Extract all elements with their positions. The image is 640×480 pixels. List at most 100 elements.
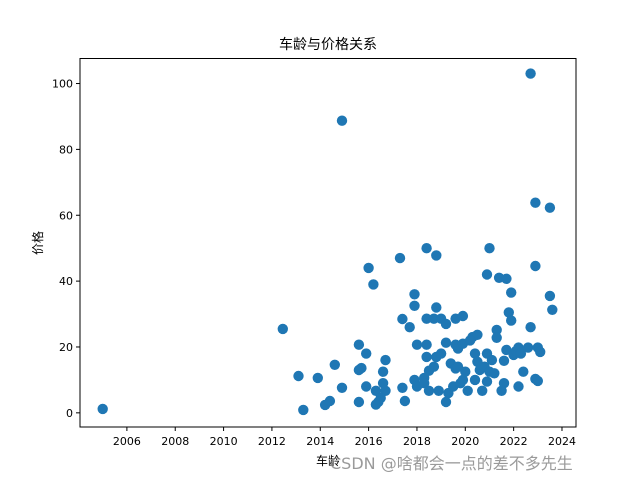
- data-point: [435, 348, 447, 359]
- data-point: [293, 370, 304, 382]
- data-point: [431, 302, 442, 313]
- x-tick-label: 2006: [113, 435, 141, 448]
- data-point: [530, 260, 541, 272]
- data-point: [404, 322, 415, 333]
- data-point: [457, 374, 469, 386]
- data-point: [399, 395, 411, 407]
- y-tick-label: 0: [66, 407, 73, 420]
- data-point: [361, 348, 372, 359]
- data-point: [525, 68, 536, 79]
- data-point: [428, 313, 440, 324]
- data-point: [353, 339, 365, 350]
- y-axis-label: 价格: [30, 231, 45, 255]
- data-point: [397, 382, 408, 393]
- data-point: [515, 348, 527, 359]
- data-point: [506, 287, 517, 298]
- data-point: [477, 385, 488, 396]
- x-axis-label: 车龄: [316, 453, 340, 468]
- data-point: [469, 348, 481, 359]
- data-point: [481, 376, 493, 387]
- data-point: [535, 346, 546, 358]
- data-point: [440, 318, 452, 330]
- data-point: [324, 395, 336, 407]
- data-point: [518, 366, 529, 377]
- data-point: [409, 289, 420, 300]
- x-tick-label: 2010: [210, 435, 238, 448]
- data-point: [431, 250, 442, 261]
- data-point: [421, 351, 432, 363]
- data-point: [547, 304, 558, 315]
- data-point: [419, 378, 430, 389]
- data-point: [377, 366, 389, 377]
- data-point: [336, 382, 348, 393]
- data-point: [433, 385, 444, 396]
- data-point: [394, 252, 406, 264]
- data-point: [440, 396, 452, 408]
- data-point: [452, 361, 464, 372]
- x-tick-label: 2014: [306, 435, 334, 448]
- data-point: [486, 354, 498, 366]
- data-point: [277, 323, 288, 335]
- x-tick-label: 2008: [161, 435, 189, 448]
- data-point: [489, 368, 500, 379]
- data-point: [513, 381, 524, 392]
- plot-frame: [79, 58, 577, 428]
- data-point: [498, 355, 510, 366]
- y-tick-label: 20: [59, 341, 73, 354]
- y-tick-label: 60: [59, 209, 73, 222]
- csdn-watermark: CSDN @啥都会一点的差不多先生: [330, 454, 573, 473]
- data-point: [496, 385, 507, 396]
- data-point: [522, 342, 534, 353]
- data-point: [525, 322, 536, 333]
- data-point: [363, 262, 374, 274]
- data-point: [421, 339, 432, 350]
- data-point: [368, 279, 379, 290]
- x-tick-label: 2018: [403, 435, 431, 448]
- data-point: [329, 359, 340, 370]
- x-tick-label: 2022: [500, 435, 528, 448]
- x-tick-label: 2012: [258, 435, 286, 448]
- data-point: [356, 362, 367, 374]
- data-point: [544, 290, 556, 302]
- data-point: [532, 375, 543, 387]
- data-point: [472, 329, 483, 340]
- data-point: [464, 335, 476, 346]
- data-point: [462, 385, 473, 396]
- data-point: [97, 403, 108, 415]
- y-axis-ticks: 0 20 40 60 80 100: [52, 78, 80, 420]
- data-point: [312, 372, 323, 384]
- chart-title: 车龄与价格关系: [279, 36, 377, 53]
- data-point: [353, 396, 365, 408]
- data-point: [380, 354, 391, 366]
- data-point: [397, 313, 408, 325]
- data-point: [460, 366, 471, 377]
- data-point: [544, 202, 556, 213]
- data-points: [97, 68, 558, 416]
- data-point: [370, 399, 382, 410]
- data-point: [469, 374, 481, 386]
- x-tick-label: 2020: [451, 435, 479, 448]
- data-point: [484, 243, 495, 254]
- data-point: [421, 313, 432, 324]
- data-point: [409, 300, 420, 311]
- data-point: [501, 273, 512, 284]
- data-point: [440, 337, 452, 348]
- data-point: [530, 197, 541, 208]
- data-point: [336, 115, 348, 126]
- data-point: [298, 404, 309, 416]
- data-point: [361, 381, 372, 392]
- y-tick-label: 40: [59, 275, 73, 288]
- x-axis-ticks: 2006 2008 2010 2012 2014 2016 2018 2020 2022 2024: [113, 427, 576, 448]
- data-point: [491, 324, 502, 336]
- data-point: [481, 269, 493, 280]
- data-point: [423, 385, 435, 396]
- y-tick-label: 100: [52, 78, 73, 91]
- data-point: [491, 332, 502, 343]
- data-point: [421, 243, 432, 254]
- data-point: [411, 339, 423, 350]
- x-tick-label: 2016: [355, 435, 383, 448]
- data-point: [503, 307, 514, 318]
- data-point: [457, 310, 469, 322]
- x-tick-label: 2024: [548, 435, 576, 448]
